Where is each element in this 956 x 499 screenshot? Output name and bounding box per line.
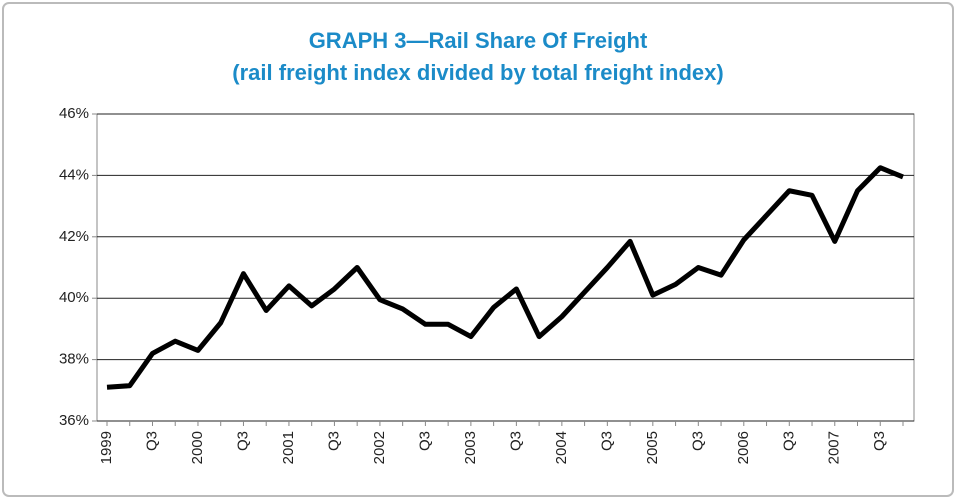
x-tick-label: 2005 <box>644 431 661 464</box>
x-tick-label: 2006 <box>735 431 752 464</box>
x-tick-label: Q3 <box>234 431 251 451</box>
x-tick-label: 2003 <box>462 431 479 464</box>
chart-title: GRAPH 3—Rail Share Of Freight <box>309 28 648 53</box>
x-tick-label: 2002 <box>371 431 388 464</box>
x-tick-label: Q3 <box>507 431 524 451</box>
x-tick-label: Q3 <box>598 431 615 451</box>
y-tick-label: 36% <box>59 412 89 429</box>
x-tick-label: 1999 <box>98 431 115 464</box>
x-tick-label: Q3 <box>780 431 797 451</box>
x-tick-label: 2007 <box>826 431 843 464</box>
x-tick-label: Q3 <box>689 431 706 451</box>
y-tick-label: 46% <box>59 105 89 122</box>
y-tick-label: 38% <box>59 351 89 368</box>
x-tick-label: 2001 <box>280 431 297 464</box>
x-tick-label: 2000 <box>189 431 206 464</box>
data-line <box>106 165 904 390</box>
y-tick-label: 42% <box>59 228 89 245</box>
x-tick-label: Q3 <box>143 431 160 451</box>
plot-area <box>96 113 915 422</box>
chart-subtitle: (rail freight index divided by total fre… <box>232 60 723 85</box>
x-tick-label: Q3 <box>871 431 888 451</box>
x-tick-label: Q3 <box>325 431 342 451</box>
y-tick-label: 44% <box>59 166 89 183</box>
x-tick-label: 2004 <box>553 431 570 464</box>
x-tick-label: Q3 <box>416 431 433 451</box>
y-tick-label: 40% <box>59 289 89 306</box>
